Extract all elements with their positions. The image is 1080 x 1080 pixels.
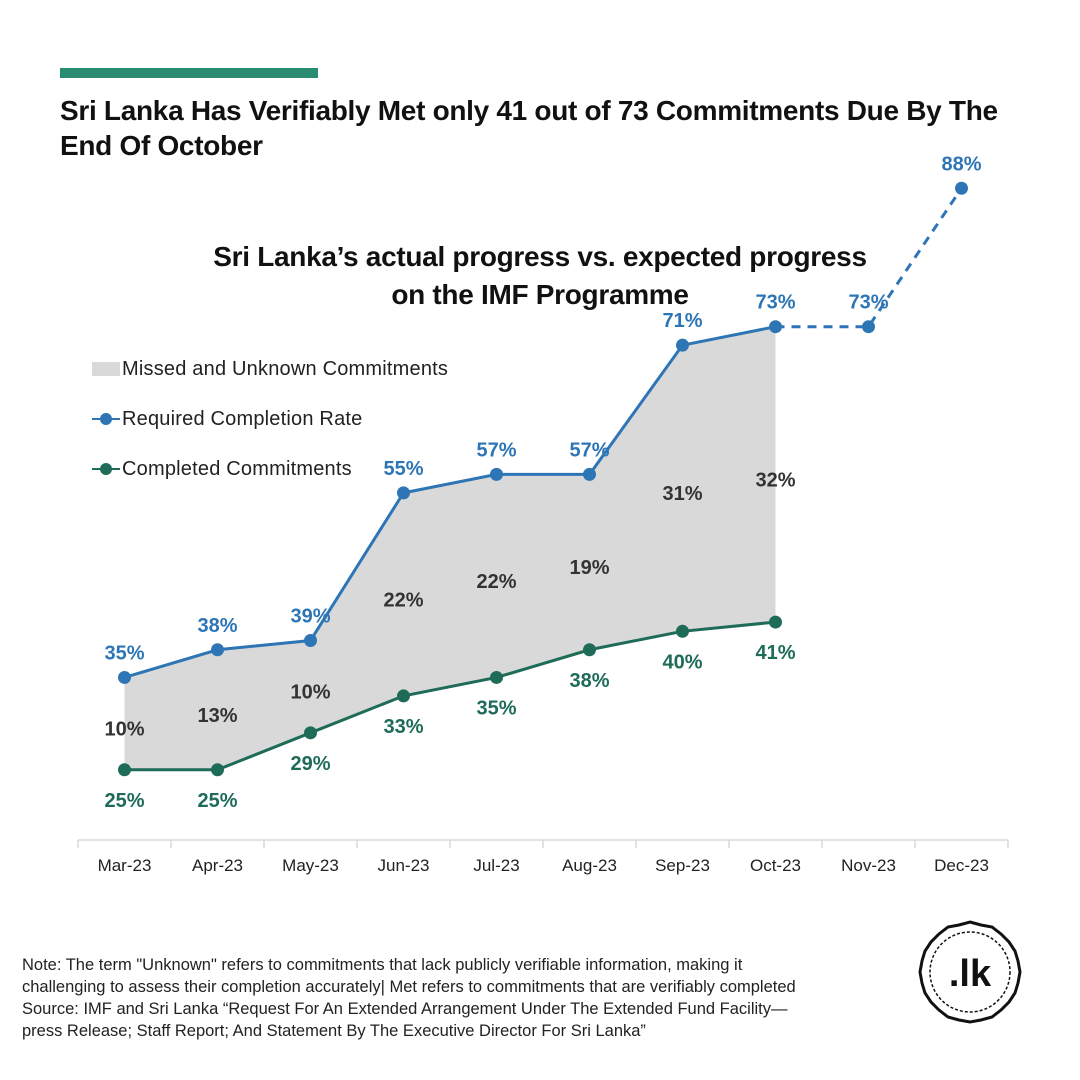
completed-point: [397, 689, 410, 703]
x-tick-label: Jun-23: [378, 856, 430, 875]
completed-data-label: 35%: [476, 697, 516, 719]
legend-swatch-completed: [92, 462, 120, 476]
series-line-completed: [124, 620, 776, 772]
x-tick-label: Nov-23: [841, 856, 896, 875]
completed-point: [676, 624, 689, 638]
required-data-label: 38%: [197, 615, 237, 637]
legend-item-required: Required Completion Rate: [92, 394, 448, 444]
required-point: [676, 338, 689, 352]
legend-item-missed: Missed and Unknown Commitments: [92, 344, 448, 394]
legend-label-required: Required Completion Rate: [122, 407, 363, 430]
required-data-label: 55%: [383, 458, 423, 480]
missed-data-label: 22%: [476, 571, 516, 593]
series-line-required: [124, 325, 776, 679]
completed-data-label: 41%: [755, 642, 795, 664]
completed-point: [211, 763, 224, 777]
chart-title: Sri Lanka’s actual progress vs. expected…: [140, 238, 940, 314]
required-point: [118, 670, 131, 684]
missed-area: [124, 326, 776, 770]
required-point: [211, 643, 224, 657]
completed-point: [118, 763, 131, 777]
required-point: [490, 467, 503, 481]
required-data-label: 71%: [662, 310, 702, 332]
chart-title-line-2: on the IMF Programme: [391, 279, 689, 310]
missed-data-label: 13%: [197, 705, 237, 727]
required-data-label: 35%: [104, 642, 144, 664]
required-point: [769, 320, 782, 334]
required-data-label: 57%: [476, 439, 516, 461]
completed-data-label: 25%: [104, 790, 144, 812]
chart-title-line-1: Sri Lanka’s actual progress vs. expected…: [213, 241, 867, 272]
source-text: Source: IMF and Sri Lanka “Request For A…: [22, 1000, 788, 1040]
missed-data-label: 31%: [662, 483, 702, 505]
x-tick-label: Apr-23: [192, 856, 243, 875]
x-tick-label: Sep-23: [655, 856, 710, 875]
footnote: Note: The term "Unknown" refers to commi…: [22, 954, 822, 1042]
completed-data-label: 29%: [290, 753, 330, 775]
completed-data-label: 40%: [662, 651, 702, 673]
required-data-label: 88%: [941, 153, 981, 175]
x-tick-label: May-23: [282, 856, 339, 875]
completed-point: [304, 726, 317, 740]
legend-swatch-required: [92, 412, 120, 426]
completed-point: [490, 670, 503, 684]
note-text: Note: The term "Unknown" refers to commi…: [22, 956, 796, 996]
completed-data-label: 25%: [197, 790, 237, 812]
required-point: [955, 181, 968, 195]
page-title: Sri Lanka Has Verifiably Met only 41 out…: [60, 95, 998, 161]
required-point: [862, 320, 875, 334]
completed-data-label: 38%: [569, 670, 609, 692]
completed-data-label: 33%: [383, 716, 423, 738]
missed-data-label: 32%: [755, 469, 795, 491]
accent-bar: [60, 68, 318, 78]
required-point: [583, 467, 596, 481]
required-point: [397, 486, 410, 500]
x-tick-label: Dec-23: [934, 856, 989, 875]
x-tick-label: Mar-23: [98, 856, 152, 875]
required-point: [304, 634, 317, 648]
missed-data-label: 10%: [290, 682, 330, 704]
required-data-label: 39%: [290, 606, 330, 628]
required-data-label: 73%: [848, 292, 888, 314]
x-tick-label: Aug-23: [562, 856, 617, 875]
x-tick-label: Jul-23: [473, 856, 519, 875]
missed-data-label: 10%: [104, 719, 144, 741]
brand-logo: .lk: [918, 920, 1022, 1024]
completed-point: [769, 615, 782, 629]
legend-swatch-area: [92, 362, 120, 376]
completed-point: [583, 643, 596, 657]
chart-legend: Missed and Unknown Commitments Required …: [92, 344, 448, 494]
legend-label-completed: Completed Commitments: [122, 457, 352, 480]
missed-data-label: 22%: [383, 589, 423, 611]
missed-data-label: 19%: [569, 557, 609, 579]
required-data-label: 73%: [755, 292, 795, 314]
logo-text: .lk: [949, 953, 992, 995]
legend-item-completed: Completed Commitments: [92, 444, 448, 494]
x-tick-label: Oct-23: [750, 856, 801, 875]
required-data-label: 57%: [569, 439, 609, 461]
legend-label-missed: Missed and Unknown Commitments: [122, 357, 449, 380]
